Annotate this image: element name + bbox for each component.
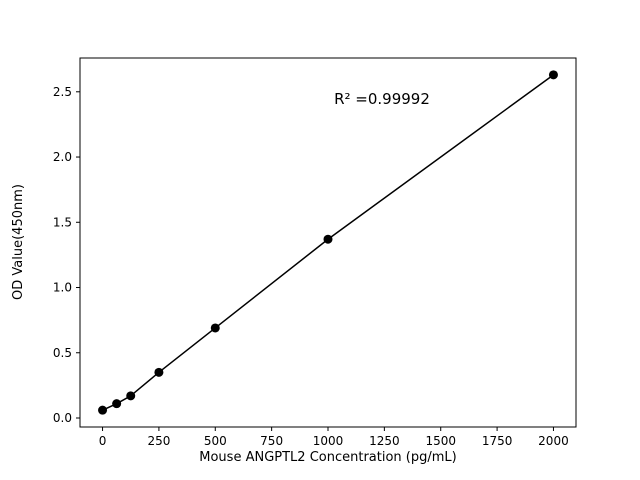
y-axis-label: OD Value(450nm)	[11, 184, 26, 300]
data-point	[98, 405, 108, 415]
x-tick-label: 1000	[313, 434, 344, 448]
data-point	[154, 367, 164, 377]
x-axis-label: Mouse ANGPTL2 Concentration (pg/mL)	[199, 450, 456, 465]
x-tick-label: 750	[260, 434, 283, 448]
y-tick-label: 0.0	[53, 411, 72, 425]
y-tick-label: 1.0	[53, 281, 72, 295]
y-tick-label: 0.5	[53, 346, 72, 360]
plot-series	[98, 70, 558, 415]
data-point	[112, 399, 122, 409]
plot-axes: 0 250 500 750 1000 1250 1500 1750 2000 0.0 0.5 1.0 1…	[53, 57, 577, 448]
data-point	[210, 323, 220, 333]
y-tick-label: 2.0	[53, 150, 72, 164]
x-tick-label: 2000	[538, 434, 569, 448]
y-tick-label: 2.5	[53, 85, 72, 99]
data-point	[126, 391, 136, 401]
x-tick-label: 500	[204, 434, 227, 448]
x-tick-label: 1750	[482, 434, 513, 448]
x-tick-label: 250	[147, 434, 170, 448]
x-tick-label: 1250	[369, 434, 400, 448]
data-point	[323, 234, 333, 244]
y-tick-label: 1.5	[53, 215, 72, 229]
r-squared-annotation: R² =0.99992	[334, 90, 430, 108]
x-tick-label: 1500	[425, 434, 456, 448]
x-tick-label: 0	[99, 434, 107, 448]
data-point	[548, 70, 558, 80]
